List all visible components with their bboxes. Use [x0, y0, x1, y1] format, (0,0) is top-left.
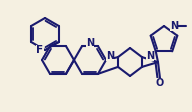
Text: N: N [146, 51, 154, 61]
Text: N: N [170, 21, 178, 31]
Text: N: N [86, 38, 94, 48]
Text: F: F [36, 45, 44, 55]
Text: O: O [156, 78, 164, 88]
Text: N: N [106, 51, 114, 61]
